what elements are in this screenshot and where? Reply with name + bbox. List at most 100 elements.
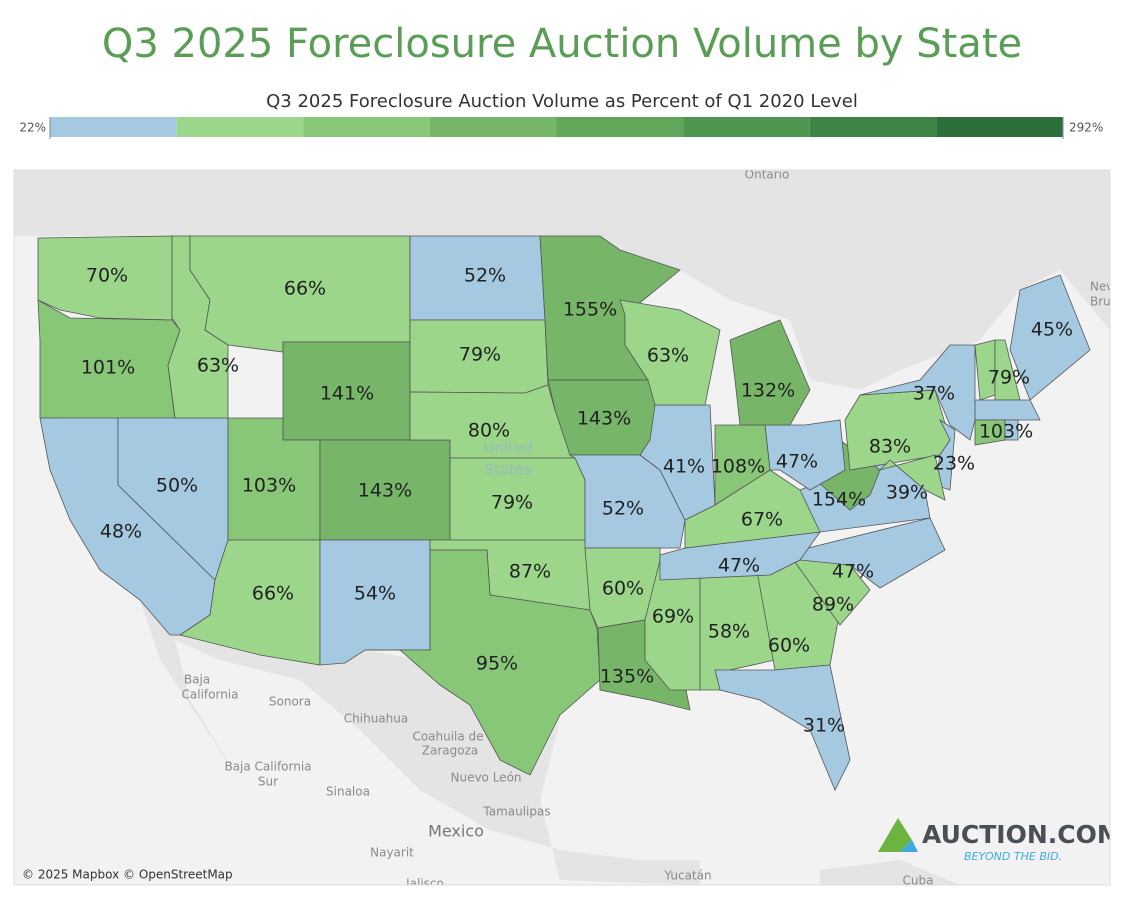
legend-bin <box>303 117 430 137</box>
state-label: 39% <box>886 482 928 504</box>
state-label: 60% <box>602 578 644 600</box>
legend-bin <box>936 117 1063 137</box>
state-label: 41% <box>663 456 705 478</box>
state-label: 47% <box>718 555 760 577</box>
attribution: © 2025 Mapbox © OpenStreetMap <box>22 868 233 882</box>
state-label: 23% <box>933 453 975 475</box>
logo-icon <box>900 840 918 852</box>
state-label: 79% <box>988 367 1030 389</box>
map-label: United <box>483 439 532 457</box>
map-label: Baja California <box>224 760 311 774</box>
legend-max-label: 292% <box>1069 121 1103 135</box>
state-label: 79% <box>491 492 533 514</box>
state-label: 155% <box>563 299 617 321</box>
state <box>365 549 601 776</box>
map-label: Baja <box>184 673 210 687</box>
state <box>769 517 946 589</box>
map-label: Chihuahua <box>344 712 408 726</box>
state-label: 66% <box>252 583 294 605</box>
legend-bin <box>50 117 177 137</box>
state-label: 89% <box>812 594 854 616</box>
map-label: Ontario <box>745 168 790 182</box>
state-label: 54% <box>354 583 396 605</box>
state-label: 132% <box>741 380 795 402</box>
state-label: 70% <box>86 265 128 287</box>
title: Q3 2025 Foreclosure Auction Volume by St… <box>102 21 1022 67</box>
state-label: 108% <box>711 456 765 478</box>
legend-bin <box>429 117 557 137</box>
map-label: Mexico <box>428 822 484 841</box>
state <box>878 454 946 501</box>
map: 70% 101% 48% 50% 63% 66% 141% 103% 143% 66% 54% 52%… <box>14 168 1124 891</box>
state <box>619 299 721 406</box>
state-label: 37% <box>913 383 955 405</box>
state-label: 87% <box>509 561 551 583</box>
state-label: 52% <box>602 498 644 520</box>
state-label: 143% <box>577 408 631 430</box>
state-label: 83% <box>869 436 911 458</box>
legend-min-label: 22% <box>19 121 46 135</box>
state <box>1004 419 1019 441</box>
legend-bin <box>556 117 684 137</box>
map-label: Bruns <box>1090 295 1124 309</box>
map-label: Cuba <box>903 874 934 888</box>
state-label: 48% <box>100 521 142 543</box>
state-label: 63% <box>197 355 239 377</box>
state-label: 101% <box>81 357 135 379</box>
legend-title: Q3 2025 Foreclosure Auction Volume as Pe… <box>266 91 858 112</box>
map-label: Zaragoza <box>422 744 478 758</box>
canada <box>14 170 1110 390</box>
logo: AUCTION.COM BEYOND THE BID. <box>878 818 1122 863</box>
state-label: 60% <box>768 635 810 657</box>
map-label: Sonora <box>269 695 311 709</box>
state-label: 47% <box>776 451 818 473</box>
state <box>714 664 851 791</box>
states: 70% 101% 48% 50% 63% 66% 141% 103% 143% 66% 54% 52%… <box>37 235 1091 791</box>
state-label: 31% <box>803 715 845 737</box>
state-label: 66% <box>284 278 326 300</box>
state-label: 103% <box>242 475 296 497</box>
state <box>639 404 716 521</box>
map-frame <box>13 169 1111 886</box>
state-label: 52% <box>464 265 506 287</box>
logo-tagline: BEYOND THE BID. <box>964 850 1062 863</box>
state-label: 69% <box>652 606 694 628</box>
state-label: 154% <box>812 489 866 511</box>
map-label: Nuevo León <box>450 771 521 785</box>
legend-bin <box>809 117 937 137</box>
map-label: Yucatán <box>663 869 711 883</box>
cuba <box>820 860 960 885</box>
map-label: Jalisco <box>405 877 444 891</box>
state-label: 141% <box>320 383 374 405</box>
state <box>974 399 1041 421</box>
legend <box>49 117 1064 139</box>
map-label: Coahuila de <box>412 730 483 744</box>
state-label: 63% <box>647 345 689 367</box>
state-label: 45% <box>1031 319 1073 341</box>
state-label: 95% <box>476 653 518 675</box>
map-label: California <box>182 688 239 702</box>
map-label: Sinaloa <box>326 785 370 799</box>
map-label: Tamaulipas <box>482 805 550 819</box>
state-label: 143% <box>358 480 412 502</box>
legend-bin <box>176 117 304 137</box>
logo-icon <box>878 818 912 852</box>
state-label: 47% <box>832 561 874 583</box>
state-label: 135% <box>600 666 654 688</box>
state <box>1009 274 1091 401</box>
state-label: 67% <box>741 509 783 531</box>
state-label: 58% <box>708 621 750 643</box>
map-label: Nayarit <box>370 846 414 860</box>
state <box>764 419 846 491</box>
state-label: 80% <box>468 420 510 442</box>
map-label: New <box>1090 280 1116 294</box>
state-label: 79% <box>459 344 501 366</box>
logo-name: AUCTION.COM <box>922 820 1122 849</box>
state <box>729 319 811 426</box>
state-label: 50% <box>156 475 198 497</box>
state-label: 103% <box>979 421 1033 443</box>
mexico <box>140 600 700 885</box>
map-label: States <box>484 461 532 479</box>
